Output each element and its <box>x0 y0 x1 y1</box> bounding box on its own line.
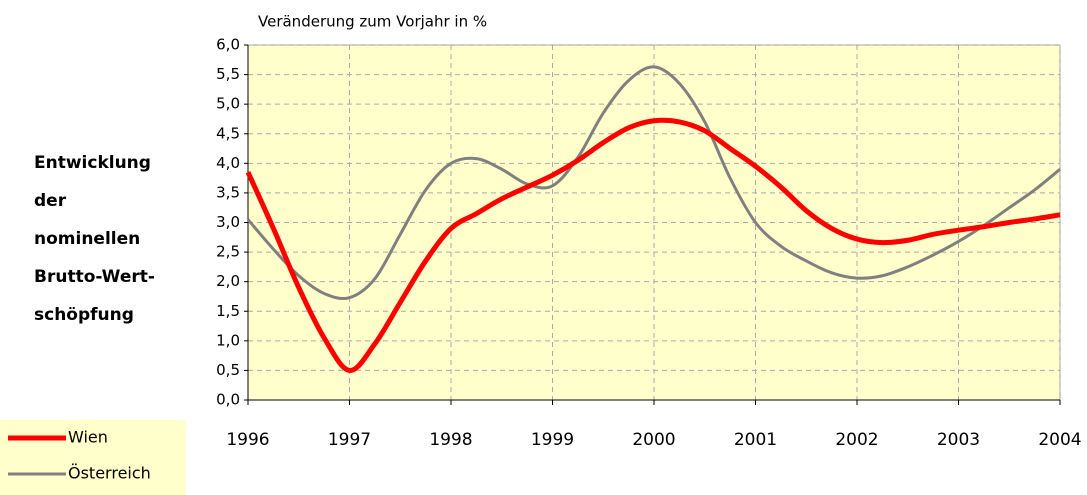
side-title: der <box>34 191 67 211</box>
y-tick-label: 3,5 <box>216 183 240 201</box>
x-tick-label: 1997 <box>328 430 371 450</box>
side-title: schöpfung <box>34 305 134 325</box>
y-tick-label: 2,0 <box>216 272 240 290</box>
y-tick-label: 4,5 <box>216 124 240 142</box>
side-title: Entwicklung <box>34 153 151 173</box>
x-tick-label: 1996 <box>226 430 269 450</box>
side-title: nominellen <box>34 229 140 249</box>
y-tick-label: 6,0 <box>216 36 240 54</box>
y-tick-label: 0,0 <box>216 391 240 409</box>
y-axis-label: Veränderung zum Vorjahr in % <box>258 13 487 31</box>
y-tick-label: 5,0 <box>216 95 240 113</box>
y-tick-label: 1,0 <box>216 331 240 349</box>
side-title: Brutto-Wert- <box>34 267 155 287</box>
legend-label: Österreich <box>68 464 151 483</box>
y-tick-label: 1,5 <box>216 302 240 320</box>
y-tick-label: 3,0 <box>216 213 240 231</box>
y-tick-label: 2,5 <box>216 243 240 261</box>
x-tick-label: 2004 <box>1038 430 1081 450</box>
series-line <box>245 117 1061 373</box>
y-tick-label: 5,5 <box>216 65 240 83</box>
x-tick-label: 1999 <box>531 430 574 450</box>
x-tick-label: 2002 <box>835 430 878 450</box>
series-line <box>246 65 1061 301</box>
x-tick-label: 1998 <box>429 430 472 450</box>
x-tick-label: 2001 <box>734 430 777 450</box>
y-tick-label: 4,0 <box>216 154 240 172</box>
legend-label: Wien <box>68 428 108 447</box>
x-tick-label: 2003 <box>937 430 980 450</box>
y-tick-label: 0,5 <box>216 361 240 379</box>
x-tick-label: 2000 <box>632 430 675 450</box>
legend <box>0 420 186 495</box>
